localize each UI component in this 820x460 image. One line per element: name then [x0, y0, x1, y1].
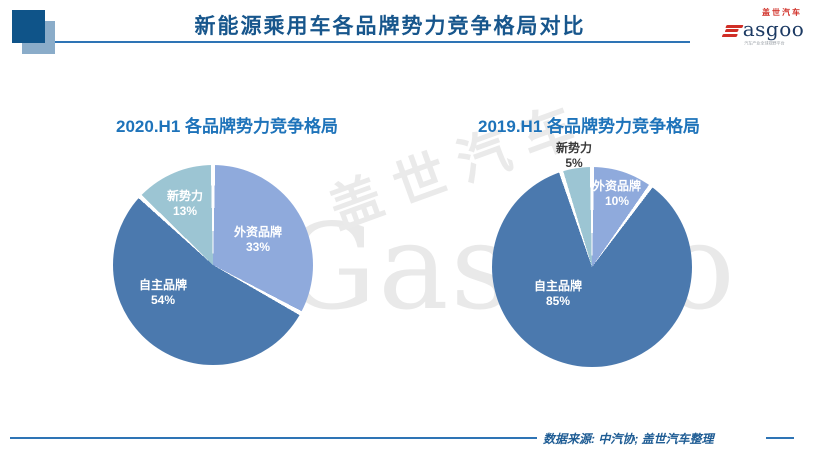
pie-slice-label: 外资品牌 10%	[592, 179, 642, 208]
pie-slice-label: 自主品牌 85%	[533, 279, 583, 308]
gasgoo-logo: 盖世汽车 asgoo 汽车产业全球视野平台	[720, 8, 808, 53]
logo-wordmark: asgoo	[720, 17, 808, 39]
data-source-note: 数据来源: 中汽协; 盖世汽车整理	[543, 432, 714, 446]
decor-square-dark	[12, 10, 45, 43]
pie-slice-label: 自主品牌 54%	[138, 278, 188, 307]
pie-slice-label: 外资品牌 33%	[233, 225, 283, 254]
logo-brand-en: asgoo	[742, 17, 805, 41]
pie-chart-2020-h1	[113, 165, 313, 365]
chart-title-2020-h1: 2020.H1 各品牌势力竞争格局	[116, 117, 338, 136]
logo-tagline: 汽车产业全球视野平台	[744, 40, 785, 46]
logo-brand-cn: 盖世汽车	[762, 8, 802, 17]
footer-divider	[10, 437, 537, 439]
pie-slice-label: 新势力 13%	[166, 189, 204, 218]
logo-g-stripes-icon	[720, 23, 744, 40]
page-title: 新能源乘用车各品牌势力竞争格局对比	[194, 15, 586, 38]
pie-slice-label: 新势力 5%	[555, 141, 593, 170]
chart-title-2019-h1: 2019.H1 各品牌势力竞争格局	[478, 117, 700, 136]
pie-chart-2019-h1	[492, 167, 692, 367]
footer-divider-short	[766, 437, 794, 439]
header-divider	[12, 41, 690, 43]
